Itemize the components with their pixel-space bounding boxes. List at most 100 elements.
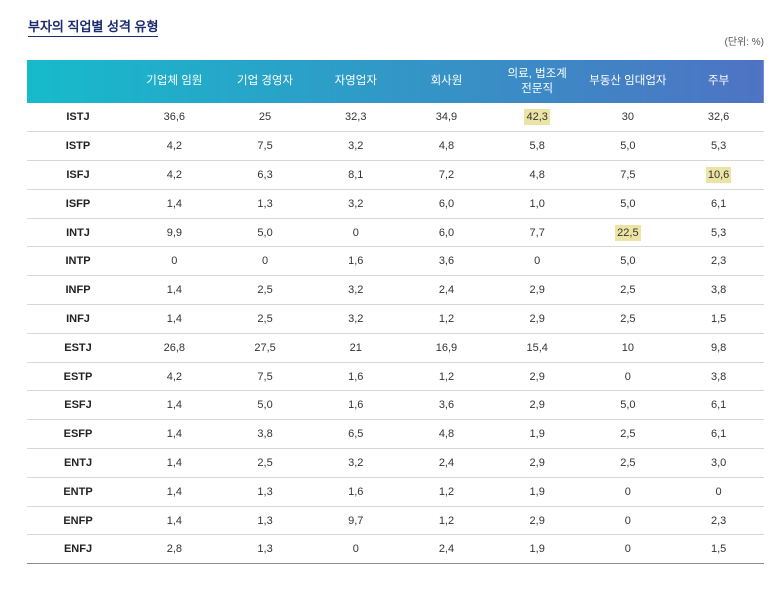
- cell-value-entp-7: 0: [715, 485, 722, 498]
- cell-isfj-6: 7,5: [582, 160, 674, 190]
- cell-isfp-3: 3,2: [310, 189, 402, 219]
- cell-isfp-2: 1,3: [219, 189, 311, 219]
- cell-infp-5: 2,9: [491, 275, 583, 306]
- cell-entp-7: 0: [673, 477, 764, 507]
- cell-value-estj-1: 26,8: [163, 341, 186, 354]
- cell-value-isfj-3: 8,1: [348, 168, 364, 181]
- cell-value-infp-5: 2,9: [529, 284, 545, 297]
- cell-istp-3: 3,2: [310, 131, 402, 162]
- cell-value-esfj-5: 2,9: [529, 399, 545, 412]
- cell-intp-3: 1,6: [310, 246, 402, 277]
- cell-infp-3: 3,2: [310, 275, 402, 306]
- cell-infj-4: 1,2: [401, 304, 492, 334]
- cell-value-entp-5: 1,9: [529, 485, 545, 498]
- cell-esfp-1: 1,4: [129, 419, 220, 450]
- cell-intj-4: 6,0: [401, 218, 492, 248]
- column-header-label-6: 부동산 임대업자: [589, 75, 667, 87]
- cell-estj-6: 10: [582, 333, 674, 363]
- cell-isfj-1: 4,2: [129, 160, 220, 190]
- cell-infp-2: 2,5: [219, 275, 311, 306]
- cell-enfp-4: 1,2: [401, 506, 492, 536]
- cell-entj-4: 2,4: [401, 448, 492, 478]
- cell-value-estp-6: 0: [624, 370, 631, 383]
- cell-value-infj-1: 1,4: [166, 312, 182, 325]
- cell-estj-7: 9,8: [673, 333, 764, 363]
- row-label-enfj: ENFJ: [27, 534, 129, 565]
- cell-esfp-2: 3,8: [219, 419, 311, 450]
- cell-value-istp-6: 5,0: [620, 140, 636, 153]
- cell-value-estj-2: 27,5: [254, 341, 276, 354]
- cell-value-esfp-7: 6,1: [710, 428, 727, 441]
- cell-value-istj-4: 34,9: [435, 111, 458, 124]
- cell-istj-4: 34,9: [401, 103, 492, 133]
- cell-isfj-2: 6,3: [219, 160, 311, 190]
- cell-value-isfp-5: 1,0: [529, 197, 545, 210]
- column-header-label-3: 자영업자: [334, 75, 377, 87]
- cell-infp-4: 2,4: [401, 275, 492, 306]
- cell-value-esfp-6: 2,5: [620, 428, 636, 441]
- cell-value-isfj-6: 7,5: [620, 168, 636, 181]
- cell-value-istj-1: 36,6: [163, 111, 186, 124]
- cell-esfj-6: 5,0: [582, 390, 674, 421]
- cell-value-infp-7: 3,8: [710, 284, 727, 297]
- cell-value-estp-2: 7,5: [257, 370, 273, 383]
- cell-value-isfj-5: 4,8: [529, 168, 545, 181]
- row-label-esfp: ESFP: [27, 419, 129, 450]
- cell-istp-2: 7,5: [219, 131, 311, 162]
- cell-estp-6: 0: [582, 362, 674, 392]
- cell-enfp-6: 0: [582, 506, 674, 536]
- cell-value-intp-4: 3,6: [438, 255, 455, 268]
- cell-value-istj-2: 25: [258, 111, 272, 124]
- cell-isfj-4: 7,2: [401, 160, 492, 190]
- cell-enfp-5: 2,9: [491, 506, 583, 536]
- column-header-7: 주부: [673, 60, 764, 103]
- table-header-row: 기업체 임원 기업 경영자 자영업자 회사원 의료, 법조계 전문직 부동산 임대업자 주부: [27, 60, 764, 103]
- cell-value-istj-7: 32,6: [707, 111, 730, 124]
- cell-value-isfj-2: 6,3: [257, 168, 273, 181]
- row-label-isfp: ISFP: [27, 189, 129, 219]
- cell-value-intp-3: 1,6: [348, 255, 364, 268]
- cell-istj-5: 42,3: [491, 103, 583, 133]
- column-header-4: 회사원: [401, 60, 492, 103]
- cell-isfp-1: 1,4: [129, 189, 220, 219]
- cell-value-entp-2: 1,3: [257, 485, 273, 498]
- table-row-istp: ISTP 4,2 7,5 3,2 4,8 5,8 5,0 5,3: [27, 131, 764, 162]
- cell-entj-2: 2,5: [219, 448, 311, 478]
- cell-value-estp-7: 3,8: [710, 370, 727, 383]
- cell-value-esfp-4: 4,8: [438, 428, 455, 441]
- cell-entp-3: 1,6: [310, 477, 402, 507]
- cell-value-istj-3: 32,3: [345, 111, 367, 124]
- cell-istp-4: 4,8: [401, 131, 492, 162]
- cell-value-esfp-2: 3,8: [257, 428, 273, 441]
- header-corner-cell: [27, 60, 129, 103]
- row-label-estp: ESTP: [27, 362, 129, 392]
- cell-value-isfp-6: 5,0: [620, 197, 636, 210]
- cell-value-intj-3: 0: [352, 226, 359, 239]
- table-row-enfj: ENFJ 2,8 1,3 0 2,4 1,9 0 1,5: [27, 534, 764, 565]
- cell-value-estp-4: 1,2: [438, 370, 455, 383]
- cell-value-isfp-4: 6,0: [438, 197, 455, 210]
- cell-esfp-5: 1,9: [491, 419, 583, 450]
- cell-entp-6: 0: [582, 477, 674, 507]
- cell-istj-7: 32,6: [673, 103, 764, 133]
- cell-value-infp-1: 1,4: [166, 284, 182, 297]
- cell-value-estj-7: 9,8: [710, 341, 727, 354]
- cell-value-enfj-7: 1,5: [710, 543, 727, 556]
- cell-value-entp-3: 1,6: [348, 485, 364, 498]
- cell-isfj-5: 4,8: [491, 160, 583, 190]
- cell-isfj-7: 10,6: [673, 160, 764, 190]
- cell-intp-1: 0: [129, 246, 220, 277]
- cell-istj-2: 25: [219, 103, 311, 133]
- row-label-entj: ENTJ: [27, 448, 129, 478]
- table-row-entp: ENTP 1,4 1,3 1,6 1,2 1,9 0 0: [27, 477, 764, 507]
- cell-value-estp-5: 2,9: [529, 370, 545, 383]
- cell-intp-4: 3,6: [401, 246, 492, 277]
- cell-value-intp-5: 0: [534, 255, 541, 268]
- cell-entj-3: 3,2: [310, 448, 402, 478]
- cell-enfp-7: 2,3: [673, 506, 764, 536]
- column-header-3: 자영업자: [310, 60, 401, 103]
- cell-istp-5: 5,8: [491, 131, 583, 162]
- cell-value-enfp-7: 2,3: [710, 514, 727, 527]
- cell-value-enfp-5: 2,9: [529, 514, 545, 527]
